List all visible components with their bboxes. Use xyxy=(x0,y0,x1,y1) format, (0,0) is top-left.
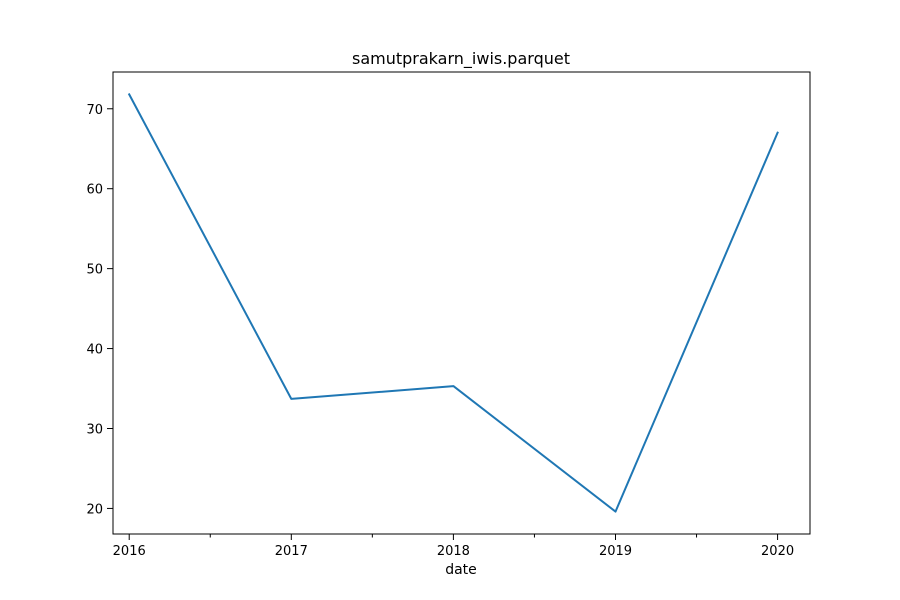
x-tick-label: 2016 xyxy=(113,544,146,559)
y-tick-label: 30 xyxy=(86,422,103,437)
x-tick-label: 2017 xyxy=(275,544,308,559)
plot-background xyxy=(113,72,810,534)
series-line xyxy=(127,93,779,513)
x-axis-label: date xyxy=(445,562,477,578)
y-tick-label: 60 xyxy=(86,183,103,198)
x-tick-label: 2018 xyxy=(437,544,470,559)
y-tick-label: 50 xyxy=(86,263,103,278)
x-axis: 2016 2017 2018 2019 2020 xyxy=(113,534,794,559)
y-tick-label: 20 xyxy=(86,502,103,517)
chart-title: samutprakarn_iwis.parquet xyxy=(352,49,570,69)
plot-frame xyxy=(112,71,811,535)
x-tick-label: 2020 xyxy=(761,544,794,559)
plot-area xyxy=(113,72,810,534)
y-tick-label: 40 xyxy=(86,343,103,358)
x-tick-label: 2019 xyxy=(599,544,632,559)
y-tick-label: 70 xyxy=(86,103,103,118)
y-axis: 20 30 40 50 60 70 xyxy=(86,103,113,517)
